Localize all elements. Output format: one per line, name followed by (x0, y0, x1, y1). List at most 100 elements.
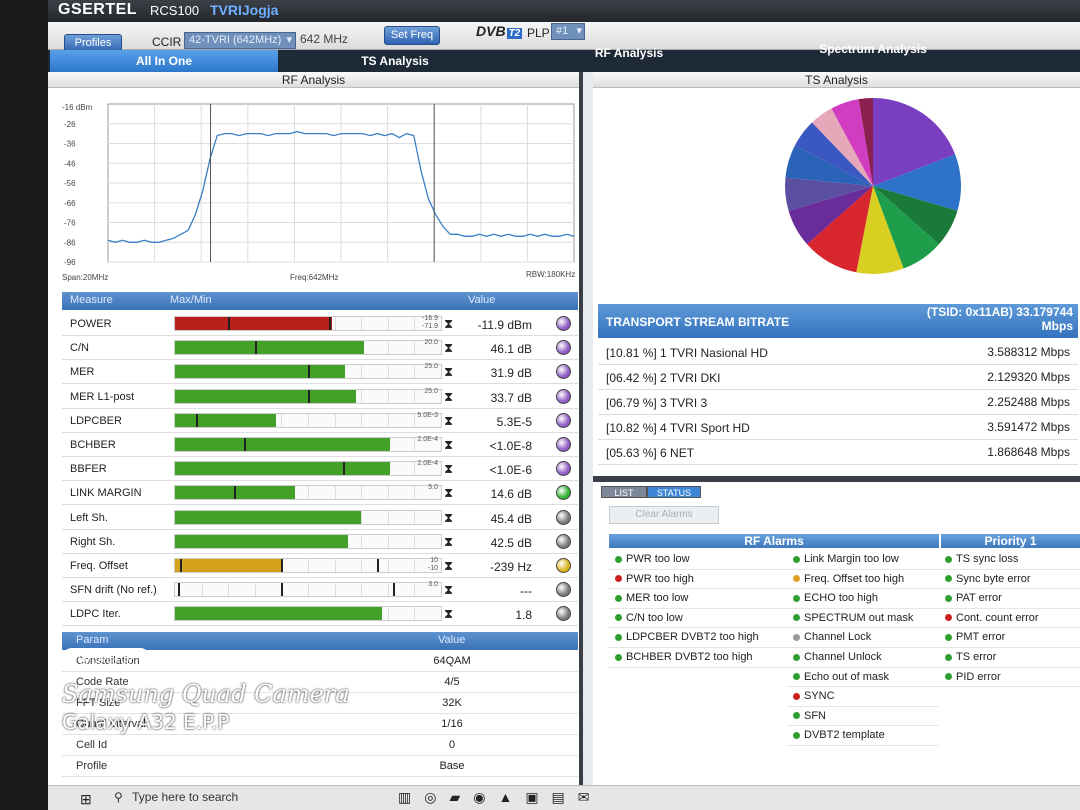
status-led-icon (556, 340, 571, 356)
status-led-icon (556, 558, 571, 573)
limit-labels: 20.0 (406, 339, 438, 347)
alarm-label: C/N too low (626, 611, 683, 624)
tab-label: STATUS (656, 488, 692, 498)
splitter[interactable] (593, 476, 1080, 482)
watermark-model: Galaxy A32 E.P.P (62, 710, 230, 734)
hourglass-icon[interactable]: ⧗ (444, 412, 454, 428)
maxmin-col-header: Max/Min (170, 294, 212, 306)
limit-top: 25.0 (424, 363, 438, 371)
edge-icon[interactable]: ◎ (424, 789, 450, 805)
app-icon[interactable]: ▣ (525, 789, 552, 805)
hourglass-icon[interactable]: ⧗ (444, 558, 454, 573)
bar-tick (308, 583, 309, 597)
hourglass-icon[interactable]: ⧗ (444, 340, 454, 356)
alarm-column-3: TS sync loss Sync byte error PAT error Cont… (939, 550, 1080, 688)
gmail-icon[interactable]: ✉ (577, 789, 603, 805)
alarm-status-icon (615, 633, 622, 641)
alarm-label: Sync byte error (956, 572, 1031, 585)
alarm-status-icon (945, 555, 952, 563)
hourglass-icon[interactable]: ⧗ (444, 364, 454, 380)
bar-tick (387, 365, 389, 379)
alarm-label: PMT error (956, 631, 1006, 644)
task-view-icon[interactable]: ▥ (398, 789, 425, 805)
service-row[interactable]: [06.79 %] 3 TVRI 3 2.252488 Mbps (598, 390, 1078, 415)
service-row[interactable]: [10.81 %] 1 TVRI Nasional HD 3.588312 Mbp… (598, 340, 1078, 365)
tab-label: All In One (135, 54, 192, 68)
measure-name: SFN drift (No ref.) (70, 584, 157, 597)
bar-tick (334, 317, 336, 330)
alarm-status-icon (793, 575, 800, 583)
vlc-icon[interactable]: ▲ (498, 789, 526, 805)
service-row[interactable]: [05.63 %] 6 NET 1.868648 Mbps (598, 440, 1078, 465)
camera-watermark: ◎◎◎◎ Samsung Quad Camera Galaxy A32 E.P.… (62, 648, 350, 734)
limit-labels: -16.9 -71.9 (406, 315, 438, 331)
taskbar-apps: ▥◎▰◉▲▣▤✉ (398, 789, 603, 806)
measure-value: -239 Hz (489, 560, 532, 574)
channel-select[interactable]: 42-TVRI (642MHz) ▾ (184, 32, 296, 49)
param-value: Base (439, 760, 465, 772)
hourglass-icon[interactable]: ⧗ (444, 461, 454, 477)
set-freq-label: Set Freq (390, 29, 434, 41)
hourglass-icon[interactable]: ⧗ (444, 509, 454, 525)
hourglass-icon[interactable]: ⧗ (444, 437, 454, 452)
measure-value: 33.7 dB (490, 390, 532, 405)
set-freq-button[interactable]: Set Freq (384, 26, 440, 45)
level-marker (180, 559, 183, 572)
folder-icon[interactable]: ▰ (449, 789, 474, 805)
level-fill (175, 413, 277, 427)
bar-tick (361, 317, 363, 330)
service-row[interactable]: [06.42 %] 2 TVRI DKI 2.129320 Mbps (598, 365, 1078, 390)
measure-name: BBFER (70, 463, 107, 476)
tab-ts-analysis[interactable]: TS Analysis (280, 50, 510, 72)
level-marker (177, 583, 180, 597)
taskbar-search[interactable]: ⚲ Type here to search (114, 790, 374, 808)
ytick-label: -96 (64, 258, 76, 267)
hourglass-icon[interactable]: ⧗ (444, 533, 454, 549)
bar-tick (414, 462, 416, 476)
hourglass-icon[interactable]: ⧗ (444, 388, 454, 404)
tab-spectrum-analysis[interactable]: Spectrum Analysis (748, 38, 998, 60)
alarm-item: Channel Unlock (787, 648, 939, 668)
dvb-standard-logo: DVB T2 (476, 23, 523, 39)
tab-rf-analysis[interactable]: RF Analysis (514, 42, 744, 64)
search-icon: ⚲ (114, 790, 123, 804)
bar-tick (387, 413, 389, 427)
bar-tick (414, 365, 416, 379)
bar-tick (414, 438, 416, 451)
hourglass-icon[interactable]: ⧗ (444, 606, 454, 622)
hourglass-icon[interactable]: ⧗ (444, 582, 454, 598)
hourglass-icon[interactable]: ⧗ (444, 316, 454, 331)
service-name: [10.82 %] 4 TVRI Sport HD (606, 421, 750, 435)
profiles-button[interactable]: Profiles (64, 34, 122, 53)
limit-labels: 5.0 (406, 484, 438, 492)
level-bar (174, 558, 442, 573)
bar-tick (387, 317, 389, 330)
tab-all-in-one[interactable]: All In One (50, 50, 278, 72)
service-row[interactable]: [10.82 %] 4 TVRI Sport HD 3.591472 Mbps (598, 415, 1078, 440)
chrome-icon[interactable]: ◉ (473, 789, 499, 805)
alarm-label: SYNC (804, 690, 835, 703)
measure-row: SFN drift (No ref.) 3.0 ⧗ --- (62, 578, 578, 603)
windows-start-icon[interactable]: ⊞ (80, 791, 92, 807)
param-name: FFT Size (76, 697, 121, 709)
clear-alarms-button[interactable]: Clear Alarms (609, 506, 719, 524)
hourglass-icon[interactable]: ⧗ (444, 485, 454, 501)
rf-alarms-header: RF Alarms (609, 534, 939, 548)
limit-labels: 2.0E-4 (406, 460, 438, 468)
ts-bitrate-title: TRANSPORT STREAM BITRATE (606, 315, 790, 329)
param-name: Constellation (76, 655, 140, 667)
alarm-item: SPECTRUM out mask (787, 609, 939, 629)
level-fill (175, 438, 391, 451)
tab-status[interactable]: STATUS (647, 486, 701, 498)
level-bar (174, 582, 442, 598)
tab-list[interactable]: LIST (601, 486, 647, 498)
plp-label: PLP (527, 26, 550, 40)
panel-title: RF Analysis (48, 72, 579, 88)
bar-tick (361, 534, 363, 548)
plp-select[interactable]: #1 ▾ (551, 23, 585, 40)
bar-tick (387, 341, 389, 355)
alarm-status-icon (945, 653, 952, 661)
param-value: 1/16 (441, 718, 463, 730)
bar-tick (387, 583, 389, 597)
excel-icon[interactable]: ▤ (551, 789, 578, 805)
